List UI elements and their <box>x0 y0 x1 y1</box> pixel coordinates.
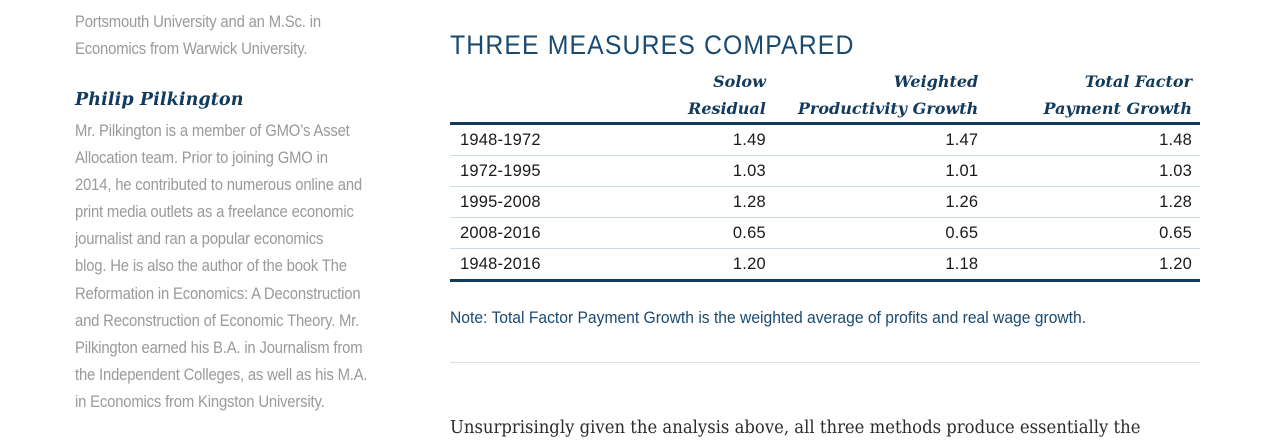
header-weighted-productivity: Weighted Productivity Growth <box>773 68 987 125</box>
cell-total: 1.48 <box>986 123 1200 156</box>
cell-solow: 0.65 <box>563 217 774 249</box>
cell-period: 1995-2008 <box>450 186 564 218</box>
cell-period: 1948-2016 <box>450 248 564 282</box>
bio-line: U.K. He holds a B.A. in Economics from <box>75 0 408 9</box>
bio-line: print media outlets as a freelance econo… <box>75 203 354 222</box>
bio-line: Pilkington earned his B.A. in Journalism… <box>75 338 363 357</box>
cell-total: 1.20 <box>986 248 1200 282</box>
table-row: 1995-2008 1.28 1.26 1.28 <box>450 186 1200 218</box>
cell-weighted: 1.26 <box>773 186 987 218</box>
section-divider <box>450 362 1200 363</box>
cell-weighted: 1.18 <box>773 248 987 282</box>
cell-solow: 1.28 <box>563 186 774 218</box>
bio-line: and Reconstruction of Economic Theory. M… <box>75 311 360 330</box>
bio-line: in Economics from Kingston University. <box>75 392 325 411</box>
bio-line: Portsmouth University and an M.Sc. in <box>75 13 321 31</box>
previous-bio-text: U.K. He holds a B.A. in Economics from P… <box>75 0 408 63</box>
table-row: 2008-2016 0.65 0.65 0.65 <box>450 217 1200 249</box>
bio-line: Reformation in Economics: A Deconstructi… <box>75 284 361 303</box>
header-line: Residual <box>688 99 766 118</box>
header-line: Solow <box>713 72 766 91</box>
bio-line: blog. He is also the author of the book … <box>75 257 347 276</box>
cell-solow: 1.20 <box>563 248 774 282</box>
header-total-factor-payment: Total Factor Payment Growth <box>986 68 1200 125</box>
header-line: Weighted <box>893 72 979 91</box>
bio-line: the Independent Colleges, as well as his… <box>75 365 368 384</box>
bio-line: 2014, he contributed to numerous online … <box>75 176 363 195</box>
header-line: Payment Growth <box>1043 99 1192 118</box>
author-bio: Mr. Pilkington is a member of GMO’s Asse… <box>75 118 408 416</box>
header-period <box>450 68 564 125</box>
bio-line: Allocation team. Prior to joining GMO in <box>75 149 328 168</box>
table-note: Note: Total Factor Payment Growth is the… <box>450 308 1087 327</box>
cell-total: 1.03 <box>986 155 1200 187</box>
table-row: 1948-1972 1.49 1.47 1.48 <box>450 123 1200 156</box>
cell-solow: 1.03 <box>563 155 774 187</box>
section-title: THREE MEASURES COMPARED <box>450 30 855 60</box>
cell-weighted: 0.65 <box>773 217 987 249</box>
measures-table: Solow Residual Weighted Productivity Gro… <box>450 68 1200 282</box>
table-header-row: Solow Residual Weighted Productivity Gro… <box>450 68 1200 125</box>
cell-period: 1972-1995 <box>450 155 564 187</box>
bio-line: Mr. Pilkington is a member of GMO’s Asse… <box>75 122 350 140</box>
cell-total: 0.65 <box>986 217 1200 249</box>
cell-period: 1948-1972 <box>450 123 564 156</box>
header-solow-residual: Solow Residual <box>563 68 774 125</box>
cell-weighted: 1.47 <box>773 123 987 156</box>
bio-line: Economics from Warwick University. <box>75 40 308 58</box>
table-row: 1948-2016 1.20 1.18 1.20 <box>450 248 1200 282</box>
cell-solow: 1.49 <box>563 123 774 156</box>
cell-total: 1.28 <box>986 186 1200 218</box>
bio-line: journalist and ran a popular economics <box>75 230 324 249</box>
cell-period: 2008-2016 <box>450 217 564 249</box>
author-name: Philip Pilkington <box>75 90 244 110</box>
cell-weighted: 1.01 <box>773 155 987 187</box>
header-line: Total Factor <box>1084 72 1192 91</box>
body-paragraph: Unsurprisingly given the analysis above,… <box>450 418 1141 438</box>
table-row: 1972-1995 1.03 1.01 1.03 <box>450 155 1200 187</box>
header-line: Productivity Growth <box>797 99 979 118</box>
